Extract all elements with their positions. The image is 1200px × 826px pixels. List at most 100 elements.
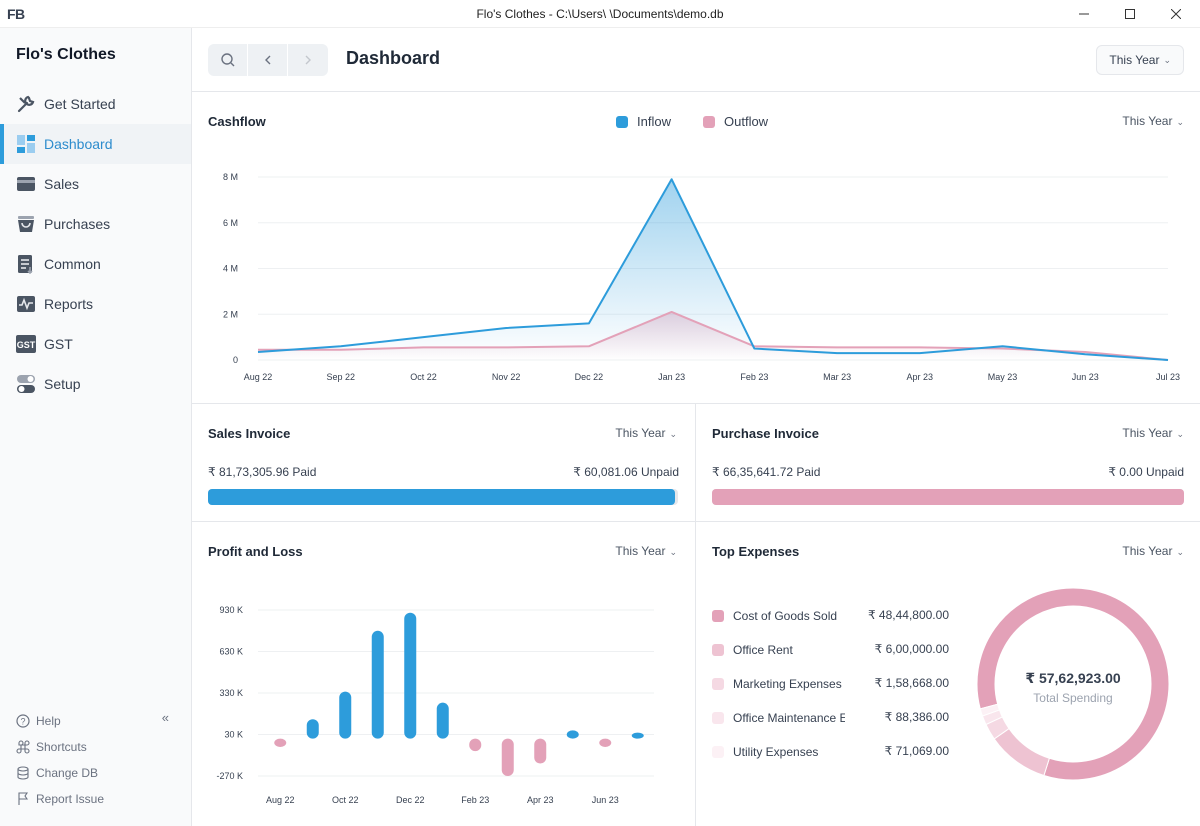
x-tick-label: Nov 22 (492, 372, 521, 382)
top-expenses-period-dropdown[interactable]: This Year ⌄ (1122, 544, 1184, 558)
collapse-sidebar-button[interactable]: « (161, 710, 169, 725)
maximize-icon (1125, 9, 1135, 19)
change-db-link[interactable]: Change DB (0, 760, 191, 786)
expense-item: Marketing Expenses (712, 676, 845, 692)
chevron-down-icon: ⌄ (1176, 547, 1184, 557)
minimize-icon (1079, 13, 1089, 15)
donut-slice (976, 587, 1170, 781)
purchase-invoice-period-dropdown[interactable]: This Year ⌄ (1122, 426, 1184, 440)
sidebar-item-dashboard[interactable]: Dashboard (0, 124, 191, 164)
expense-item: Office Rent (712, 642, 845, 658)
expenses-donut-chart (976, 587, 1170, 781)
y-tick-label: 8 M (223, 172, 238, 182)
dashboard-period-dropdown[interactable]: This Year ⌄ (1096, 45, 1184, 75)
x-tick-label: May 23 (988, 372, 1018, 382)
sales-progress-fill (208, 489, 675, 505)
legend-outflow: Outflow (703, 114, 768, 129)
help-link[interactable]: ? Help (0, 708, 191, 734)
x-tick-label: Aug 22 (244, 372, 273, 382)
bar (631, 732, 644, 739)
expense-name: Marketing Expenses (733, 677, 842, 691)
bag-icon (16, 214, 36, 234)
total-spending-amount: ₹ 57,62,923.00 (1025, 670, 1121, 686)
x-tick-label: Dec 22 (575, 372, 604, 382)
period-label: This Year (615, 426, 666, 440)
minimize-button[interactable] (1061, 0, 1107, 28)
chevron-down-icon: ⌄ (669, 429, 677, 439)
chevron-right-icon (305, 55, 311, 65)
shortcuts-label: Shortcuts (36, 740, 87, 754)
help-icon: ? (16, 714, 30, 728)
period-label: This Year (1122, 114, 1173, 128)
x-tick-label: Sep 22 (326, 372, 355, 382)
cashflow-period-dropdown[interactable]: This Year ⌄ (1122, 114, 1184, 128)
sales-unpaid-amount: ₹ 60,081.06 Unpaid (573, 465, 679, 479)
sidebar-item-gst[interactable]: GST GST (0, 324, 191, 364)
page-title: Dashboard (346, 48, 441, 68)
sidebar-item-label: Sales (44, 176, 80, 192)
profit-loss-panel: Profit and Loss This Year ⌄ 930 K 630 K 330… (192, 522, 696, 826)
expense-name: Office Maintenance E (733, 711, 845, 725)
purchase-paid-amount: ₹ 66,35,641.72 Paid (712, 465, 821, 479)
sidebar-footer: ? Help Shortcuts Change DB Report Issue … (0, 708, 191, 812)
bar (274, 738, 287, 747)
sales-invoice-title: Sales Invoice (208, 426, 291, 441)
svg-text:GST: GST (17, 340, 36, 350)
x-tick-label: Apr 23 (527, 795, 554, 805)
reports-icon (16, 294, 36, 314)
period-label: This Year (1122, 544, 1173, 558)
bar (534, 738, 547, 764)
expense-item: Utility Expenses (712, 744, 845, 760)
expense-swatch (712, 644, 724, 656)
database-icon (16, 766, 30, 780)
maximize-button[interactable] (1107, 0, 1153, 28)
x-tick-label: Jun 23 (1072, 372, 1099, 382)
bar (469, 738, 482, 752)
bar (339, 691, 352, 739)
sales-progress-track[interactable] (208, 489, 678, 505)
back-button[interactable] (248, 44, 288, 76)
sidebar-item-sales[interactable]: Sales (0, 164, 191, 204)
search-button[interactable] (208, 44, 248, 76)
sidebar-item-reports[interactable]: Reports (0, 284, 191, 324)
profit-loss-period-dropdown[interactable]: This Year ⌄ (615, 544, 677, 558)
purchase-progress-track[interactable] (712, 489, 1184, 505)
expense-swatch (712, 712, 724, 724)
nav-button-group (208, 44, 328, 76)
sidebar-item-setup[interactable]: Setup (0, 364, 191, 404)
y-tick-label: 2 M (223, 309, 238, 319)
document-icon (16, 254, 36, 274)
x-tick-label: Aug 22 (266, 795, 295, 805)
legend-inflow: Inflow (616, 114, 671, 129)
top-expenses-panel: Top Expenses This Year ⌄ (696, 522, 1200, 826)
x-tick-label: Jan 23 (658, 372, 685, 382)
expense-swatch (712, 678, 724, 690)
shortcuts-link[interactable]: Shortcuts (0, 734, 191, 760)
sidebar-item-common[interactable]: Common (0, 244, 191, 284)
expense-value: ₹ 88,386.00 (884, 710, 949, 724)
chevron-down-icon: ⌄ (1176, 429, 1184, 439)
sidebar-item-label: GST (44, 336, 73, 352)
expense-value: ₹ 48,44,800.00 (867, 608, 949, 622)
report-issue-label: Report Issue (36, 792, 105, 806)
sidebar-item-label: Reports (44, 296, 94, 312)
expense-value: ₹ 71,069.00 (884, 744, 949, 758)
expense-item: Office Maintenance E (712, 710, 845, 726)
period-label: This Year (1122, 426, 1173, 440)
period-label: This Year (615, 544, 666, 558)
search-icon (220, 53, 234, 67)
expense-name: Utility Expenses (733, 745, 819, 759)
page-header: Dashboard This Year ⌄ (192, 28, 1200, 92)
forward-button[interactable] (288, 44, 328, 76)
svg-text:?: ? (20, 717, 25, 727)
close-window-button[interactable] (1153, 0, 1199, 28)
sidebar-item-purchases[interactable]: Purchases (0, 204, 191, 244)
y-tick-label: 330 K (219, 688, 243, 698)
report-issue-link[interactable]: Report Issue « (0, 710, 191, 812)
sidebar-item-get-started[interactable]: Get Started (0, 84, 191, 124)
bar (404, 612, 417, 739)
sales-invoice-period-dropdown[interactable]: This Year ⌄ (615, 426, 677, 440)
outflow-swatch (703, 115, 715, 128)
bar (436, 702, 449, 739)
sidebar-item-label: Get Started (44, 96, 116, 112)
